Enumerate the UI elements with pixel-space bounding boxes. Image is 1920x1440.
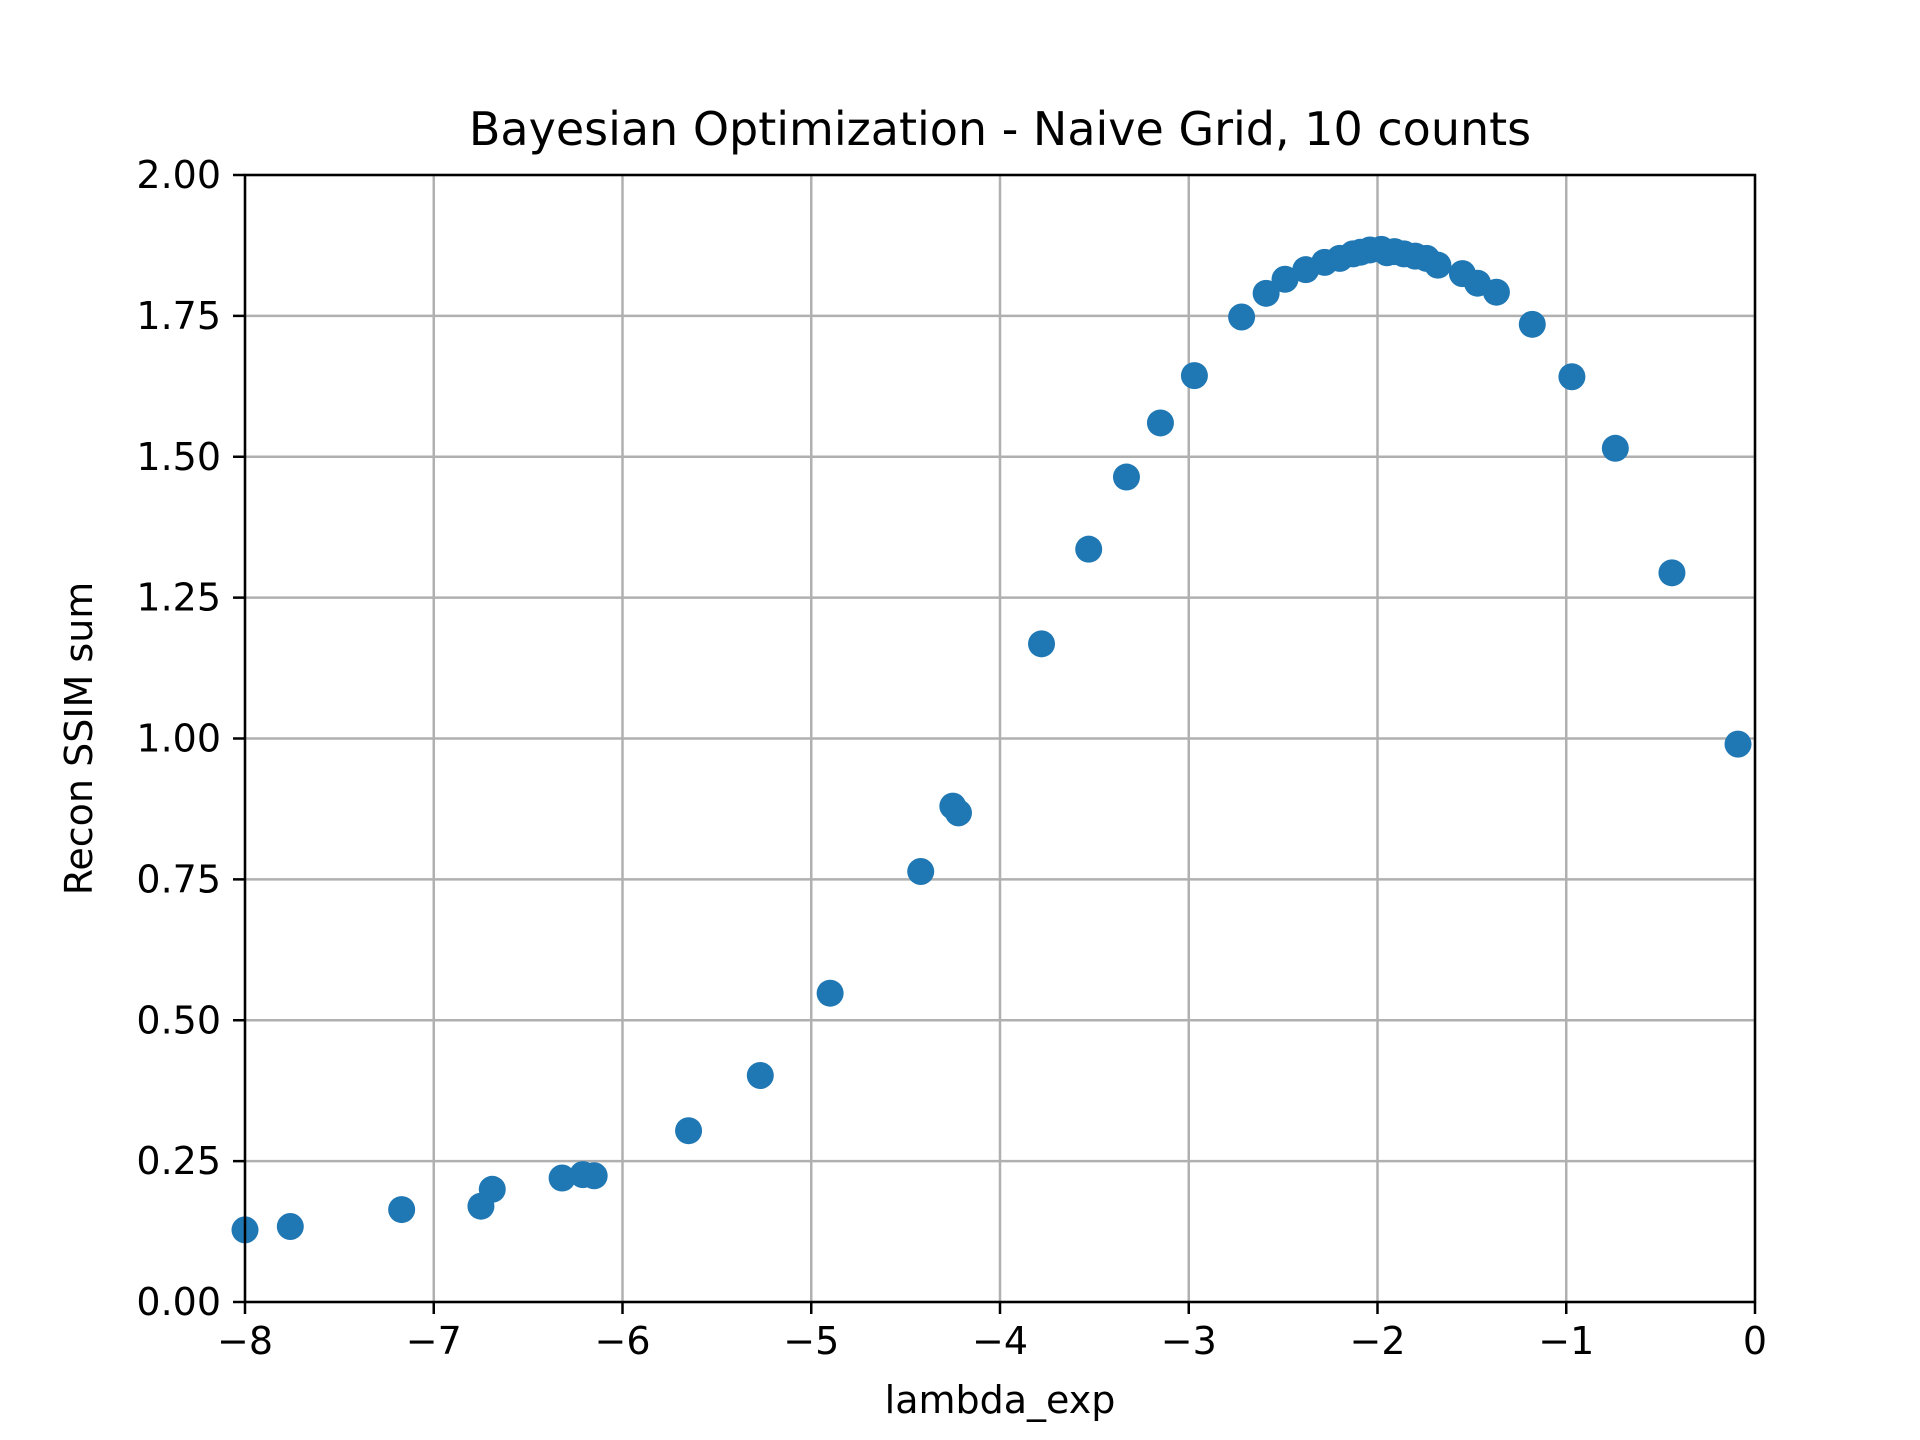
scatter-point bbox=[1518, 310, 1546, 338]
scatter-point bbox=[388, 1196, 416, 1224]
y-tick-label: 0.75 bbox=[136, 857, 221, 901]
scatter-point bbox=[944, 799, 972, 827]
scatter-point bbox=[907, 857, 935, 885]
x-tick-label: −1 bbox=[1538, 1319, 1594, 1363]
scatter-point bbox=[1601, 434, 1629, 462]
scatter-point bbox=[1075, 535, 1103, 563]
scatter-point bbox=[746, 1061, 774, 1089]
x-tick-label: −2 bbox=[1349, 1319, 1405, 1363]
scatter-point bbox=[816, 979, 844, 1007]
y-axis-label: Recon SSIM sum bbox=[57, 582, 101, 896]
x-tick-label: −4 bbox=[972, 1319, 1028, 1363]
y-tick-label: 1.00 bbox=[136, 717, 221, 761]
grid-lines bbox=[243, 173, 1757, 1304]
y-tick-label: 2.00 bbox=[136, 153, 221, 197]
chart-title: Bayesian Optimization - Naive Grid, 10 c… bbox=[469, 102, 1531, 156]
scatter-point bbox=[1180, 362, 1208, 390]
x-tick-label: −8 bbox=[217, 1319, 273, 1363]
scatter-point bbox=[276, 1212, 304, 1240]
scatter-point bbox=[1146, 409, 1174, 437]
scatter-point bbox=[1252, 279, 1280, 307]
scatter-point bbox=[1112, 463, 1140, 491]
scatter-point bbox=[1482, 278, 1510, 306]
scatter-point bbox=[1558, 363, 1586, 391]
axis-ticks: −8 −7 −6 −5 −4 −3 −2 −1 0 0.00 0.25 0.50 0.75 1.00 1.2… bbox=[136, 153, 1767, 1363]
scatter-point bbox=[1424, 251, 1452, 279]
x-tick-label: −3 bbox=[1161, 1319, 1217, 1363]
x-tick-label: 0 bbox=[1743, 1319, 1767, 1363]
y-tick-label: 1.50 bbox=[136, 435, 221, 479]
x-tick-label: −6 bbox=[594, 1319, 650, 1363]
scatter-point bbox=[1271, 265, 1299, 293]
y-tick-label: 0.50 bbox=[136, 998, 221, 1042]
x-tick-label: −7 bbox=[406, 1319, 462, 1363]
x-tick-label: −5 bbox=[783, 1319, 839, 1363]
scatter-point bbox=[1724, 730, 1752, 758]
scatter-point bbox=[548, 1164, 576, 1192]
scatter-point bbox=[580, 1162, 608, 1190]
scatter-point bbox=[1028, 630, 1056, 658]
y-tick-label: 1.25 bbox=[136, 576, 221, 620]
scatter-points bbox=[231, 235, 1752, 1244]
y-tick-label: 0.00 bbox=[136, 1280, 221, 1324]
scatter-point bbox=[675, 1117, 703, 1145]
scatter-point bbox=[1658, 559, 1686, 587]
y-tick-label: 0.25 bbox=[136, 1139, 221, 1183]
scatter-point bbox=[1228, 303, 1256, 331]
scatter-point bbox=[478, 1175, 506, 1203]
x-axis-label: lambda_exp bbox=[885, 1378, 1116, 1422]
y-tick-label: 1.75 bbox=[136, 294, 221, 338]
